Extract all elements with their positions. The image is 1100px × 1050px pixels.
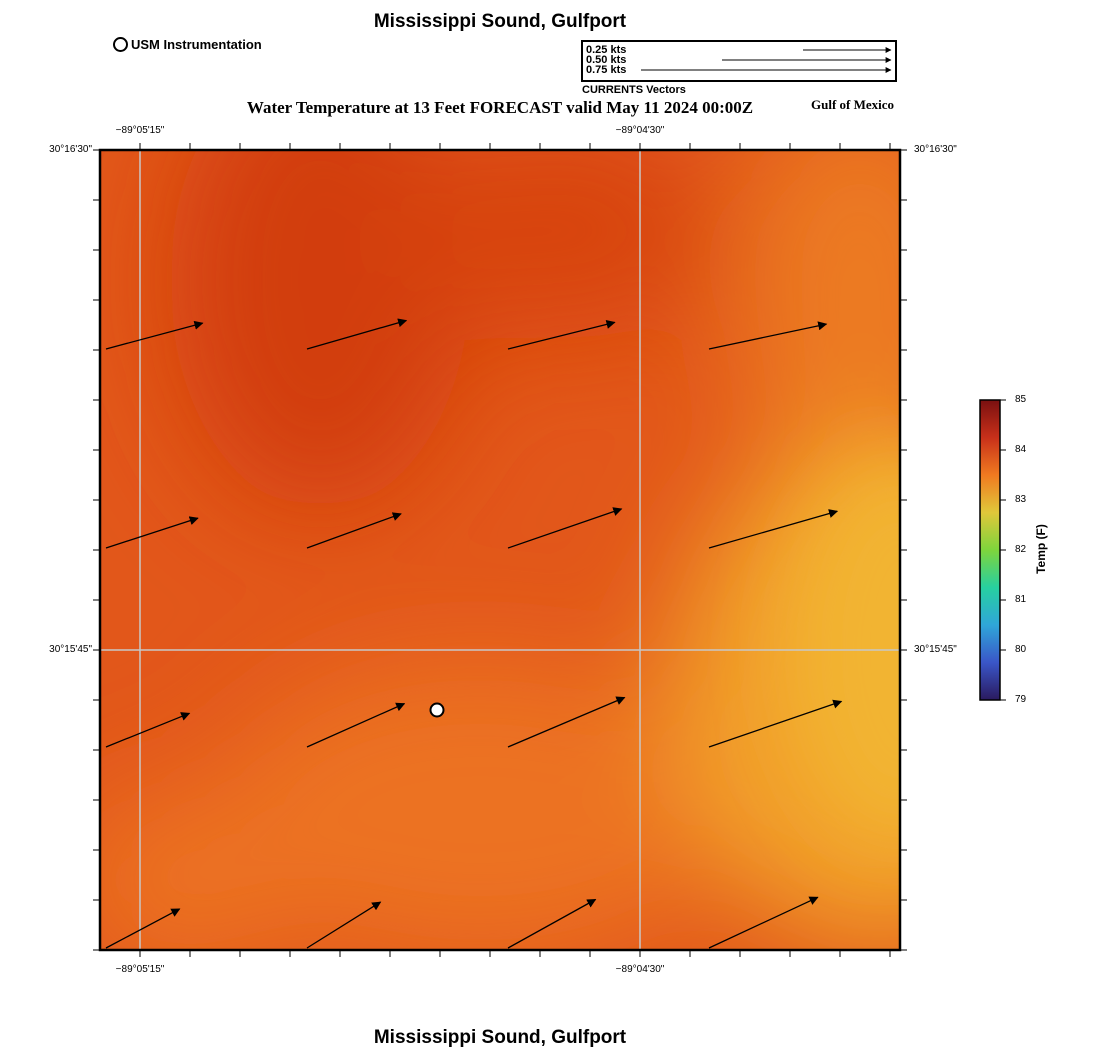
usm-legend-label: USM Instrumentation [131,37,262,52]
current-vectors [105,318,843,949]
graticule [100,150,900,950]
vector-legend-arrows [641,47,892,73]
map-title-bottom: Mississippi Sound, Gulfport [373,1027,627,1048]
current-vector-arrow [105,320,204,350]
map-subtitle: Water Temperature at 13 Feet FORECAST va… [246,98,754,117]
right-tick-label: 30°16'30" [914,144,957,155]
colorbar-gradient [979,399,1001,701]
current-vector-arrow [507,696,626,748]
current-vector-arrow [105,712,191,748]
bottom-tick-label: −89°04'30" [615,964,665,975]
colorbar-title: Temp (F) [1034,524,1048,574]
vector-legend-label: 0.50 kts [586,54,627,66]
temperature-field [100,150,900,950]
current-vector-arrow [105,908,181,949]
current-vector-arrow [708,509,839,549]
colorbar-label: 81 [1015,594,1027,605]
frame-ticks [93,143,907,957]
current-vector-arrow [507,898,597,949]
bottom-tick-label: −89°05'15" [115,964,165,975]
vector-legend-label: 0.25 kts [586,44,627,56]
current-vector-arrow [105,516,199,549]
colorbar-label: 83 [1015,494,1027,505]
usm-station-marker[interactable] [429,702,445,718]
colorbar-label: 85 [1015,394,1027,405]
colorbar-label: 82 [1015,544,1027,555]
top-tick-label: −89°05'15" [115,125,165,136]
colorbar [979,399,1006,701]
usm-legend: USM Instrumentation [113,37,262,52]
vector-legend-box: 0.25 kts 0.50 kts 0.75 kts [581,40,897,82]
current-vector-arrow [708,896,819,949]
current-vector-arrow [306,702,406,748]
map-title-top: Mississippi Sound, Gulfport [373,11,627,32]
current-vector-arrow [708,699,843,748]
top-tick-label: −89°04'30" [615,125,665,136]
left-tick-label: 30°16'30" [49,144,92,155]
current-vector-arrow [306,318,408,350]
right-tick-label: 30°15'45" [914,644,957,655]
colorbar-label: 84 [1015,444,1027,455]
vector-legend-caption: CURRENTS Vectors [582,84,686,96]
current-vector-arrow [507,319,616,350]
region-label: Gulf of Mexico [811,97,895,112]
colorbar-label: 80 [1015,644,1027,655]
current-vector-arrow [306,512,402,549]
colorbar-label: 79 [1015,694,1027,705]
current-vector-arrow [507,507,623,549]
vector-legend-label: 0.75 kts [586,64,627,76]
current-vector-arrow [306,901,382,949]
station-marker-icon [113,37,128,52]
current-vector-arrow [708,321,828,350]
left-tick-label: 30°15'45" [49,644,92,655]
